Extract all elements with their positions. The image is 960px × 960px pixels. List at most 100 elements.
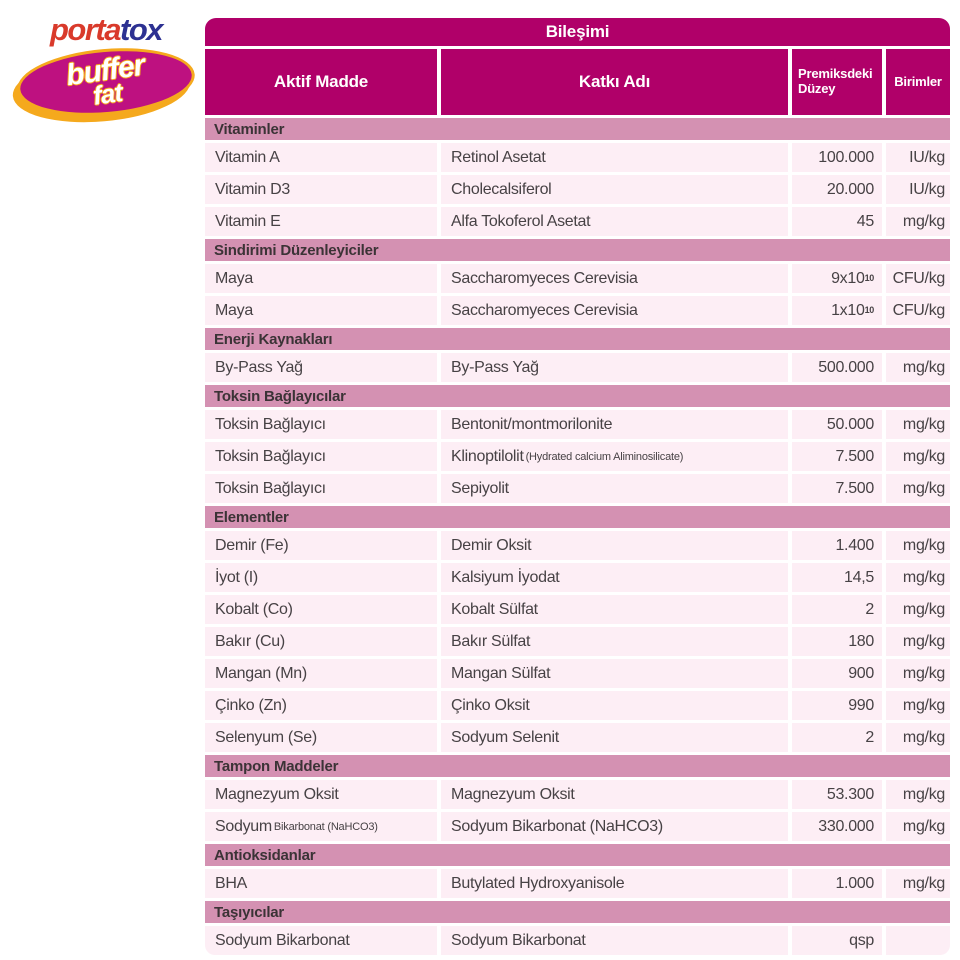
katki-adi-text: Bakır Sülfat xyxy=(451,632,531,650)
cell-katki-adi: Retinol Asetat xyxy=(441,143,788,172)
table-title: Bileşimi xyxy=(205,18,950,46)
aktif-madde-small-text: Bikarbonat (NaHCO3) xyxy=(273,820,378,833)
table-row: Toksin Bağlayıcı Bentonit/montmorilonite 5… xyxy=(205,410,950,439)
cell-aktif-madde: By-Pass Yağ xyxy=(205,353,437,382)
katki-adi-text: Demir Oksit xyxy=(451,536,532,554)
katki-adi-text: Mangan Sülfat xyxy=(451,664,551,682)
cell-birim: mg/kg xyxy=(886,474,950,503)
cell-aktif-madde: Toksin Bağlayıcı xyxy=(205,442,437,471)
duzey-value: 1x10 xyxy=(831,301,865,319)
brand-logo: portatox buffer fat xyxy=(10,14,202,123)
duzey-value: 20.000 xyxy=(826,180,874,198)
birim-text: CFU/kg xyxy=(892,269,946,287)
composition-table: Bileşimi Aktif Madde Katkı Adı Premiksde… xyxy=(205,18,950,955)
section-header-label: Toksin Bağlayıcılar xyxy=(214,387,346,405)
duzey-value: 500.000 xyxy=(818,358,874,376)
cell-birim: mg/kg xyxy=(886,869,950,898)
cell-premiksdeki-duzey: 990 xyxy=(792,691,882,720)
cell-aktif-madde: Toksin Bağlayıcı xyxy=(205,474,437,503)
duzey-value: 9x10 xyxy=(831,269,865,287)
aktif-madde-text: Selenyum (Se) xyxy=(215,728,317,746)
table-column-headers: Aktif Madde Katkı Adı Premiksdeki Düzey … xyxy=(205,49,950,115)
aktif-madde-text: Maya xyxy=(215,269,253,287)
katki-adi-text: Kalsiyum İyodat xyxy=(451,568,560,586)
katki-adi-text: Alfa Tokoferol Asetat xyxy=(451,212,591,230)
section-header-label: Tampon Maddeler xyxy=(214,757,339,775)
cell-katki-adi: Bakır Sülfat xyxy=(441,627,788,656)
table-row: Demir (Fe) Demir Oksit 1.400 mg/kg xyxy=(205,531,950,560)
cell-premiksdeki-duzey: 7.500 xyxy=(792,474,882,503)
section-header: Tampon Maddeler xyxy=(205,755,950,777)
cell-birim: mg/kg xyxy=(886,410,950,439)
birim-text: mg/kg xyxy=(902,874,945,892)
cell-premiksdeki-duzey: 100.000 xyxy=(792,143,882,172)
cell-aktif-madde: Demir (Fe) xyxy=(205,531,437,560)
birim-text: mg/kg xyxy=(902,664,945,682)
birim-text: mg/kg xyxy=(902,447,945,465)
cell-katki-adi: Klinoptilolit (Hydrated calcium Aliminosi… xyxy=(441,442,788,471)
birim-text: mg/kg xyxy=(902,415,945,433)
cell-katki-adi: Alfa Tokoferol Asetat xyxy=(441,207,788,236)
katki-adi-text: Retinol Asetat xyxy=(451,148,546,166)
cell-aktif-madde: Maya xyxy=(205,264,437,293)
cell-katki-adi: Sodyum Bikarbonat (NaHCO3) xyxy=(441,812,788,841)
aktif-madde-text: Toksin Bağlayıcı xyxy=(215,447,326,465)
section-header: Toksin Bağlayıcılar xyxy=(205,385,950,407)
cell-birim: mg/kg xyxy=(886,442,950,471)
cell-aktif-madde: Vitamin A xyxy=(205,143,437,172)
column-header-aktif-madde: Aktif Madde xyxy=(205,49,437,115)
table-row: Çinko (Zn) Çinko Oksit 990 mg/kg xyxy=(205,691,950,720)
duzey-value: 2 xyxy=(865,600,874,618)
table-row: Toksin Bağlayıcı Klinoptilolit (Hydrated c… xyxy=(205,442,950,471)
cell-birim xyxy=(886,926,950,955)
aktif-madde-text: Vitamin D3 xyxy=(215,180,290,198)
aktif-madde-text: BHA xyxy=(215,874,247,892)
aktif-madde-text: Maya xyxy=(215,301,253,319)
birim-text: mg/kg xyxy=(902,568,945,586)
duzey-value: 14,5 xyxy=(844,568,874,586)
aktif-madde-text: Demir (Fe) xyxy=(215,536,289,554)
birim-text: IU/kg xyxy=(909,148,945,166)
cell-birim: mg/kg xyxy=(886,353,950,382)
duzey-value: 100.000 xyxy=(818,148,874,166)
aktif-madde-text: Vitamin A xyxy=(215,148,280,166)
katki-adi-small-text: (Hydrated calcium Aliminosilicate) xyxy=(525,450,684,463)
brand-wordmark-tox: tox xyxy=(120,12,164,47)
katki-adi-text: Sodyum Bikarbonat xyxy=(451,931,586,949)
cell-premiksdeki-duzey: 2 xyxy=(792,723,882,752)
aktif-madde-text: Toksin Bağlayıcı xyxy=(215,479,326,497)
cell-aktif-madde: Vitamin E xyxy=(205,207,437,236)
aktif-madde-text: Sodyum Bikarbonat xyxy=(215,931,350,949)
table-row: Toksin Bağlayıcı Sepiyolit 7.500 mg/kg xyxy=(205,474,950,503)
cell-aktif-madde: Sodyum Bikarbonat xyxy=(205,926,437,955)
cell-birim: CFU/kg xyxy=(886,264,950,293)
cell-aktif-madde: Sodyum Bikarbonat (NaHCO3) xyxy=(205,812,437,841)
aktif-madde-text: Bakır (Cu) xyxy=(215,632,285,650)
cell-premiksdeki-duzey: 180 xyxy=(792,627,882,656)
cell-katki-adi: Butylated Hydroxyanisole xyxy=(441,869,788,898)
cell-katki-adi: By-Pass Yağ xyxy=(441,353,788,382)
cell-aktif-madde: İyot (I) xyxy=(205,563,437,592)
brand-wordmark: portatox xyxy=(10,14,202,45)
cell-katki-adi: Çinko Oksit xyxy=(441,691,788,720)
cell-birim: mg/kg xyxy=(886,627,950,656)
aktif-madde-text: Çinko (Zn) xyxy=(215,696,287,714)
cell-birim: mg/kg xyxy=(886,595,950,624)
birim-text: mg/kg xyxy=(902,358,945,376)
birim-text: IU/kg xyxy=(909,180,945,198)
cell-premiksdeki-duzey: 53.300 xyxy=(792,780,882,809)
product-badge-line2: fat xyxy=(90,76,124,111)
table-body: Vitaminler Vitamin A Retinol Asetat 100.000… xyxy=(205,118,950,955)
duzey-value: 53.300 xyxy=(826,785,874,803)
cell-aktif-madde: Selenyum (Se) xyxy=(205,723,437,752)
katki-adi-text: Klinoptilolit xyxy=(451,447,524,465)
table-title-text: Bileşimi xyxy=(545,22,610,41)
birim-text: mg/kg xyxy=(902,479,945,497)
katki-adi-text: By-Pass Yağ xyxy=(451,358,539,376)
aktif-madde-text: Toksin Bağlayıcı xyxy=(215,415,326,433)
aktif-madde-text: Mangan (Mn) xyxy=(215,664,307,682)
duzey-value: 990 xyxy=(848,696,874,714)
katki-adi-text: Çinko Oksit xyxy=(451,696,530,714)
cell-premiksdeki-duzey: 1.000 xyxy=(792,869,882,898)
cell-aktif-madde: Magnezyum Oksit xyxy=(205,780,437,809)
